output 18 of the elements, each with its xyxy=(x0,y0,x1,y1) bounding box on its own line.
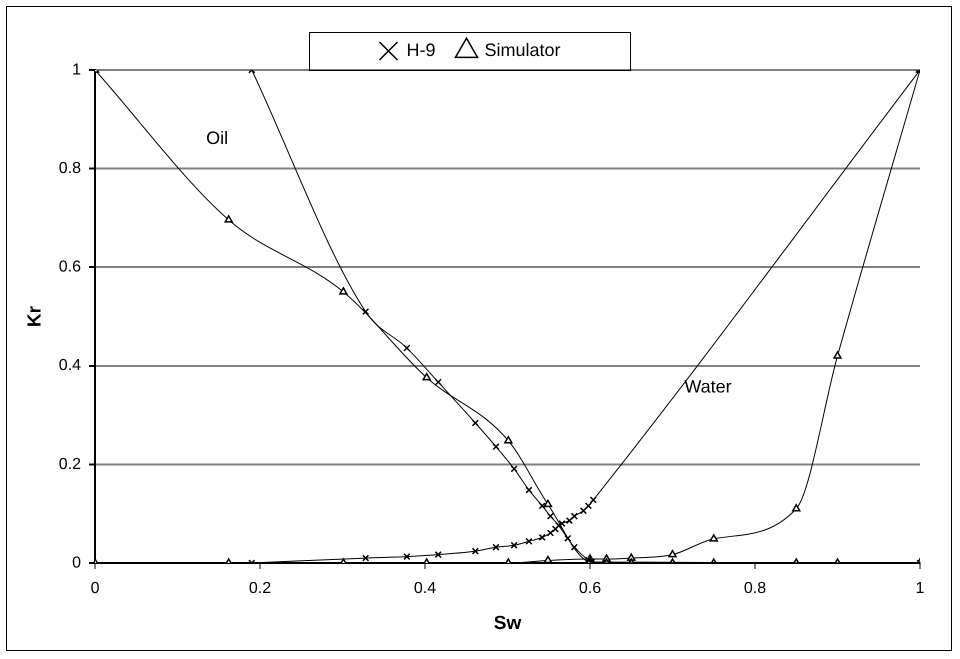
x-tick-label: 1 xyxy=(916,580,925,598)
y-axis-title: Kr xyxy=(24,305,46,328)
y-tick-label: 0.6 xyxy=(58,258,82,276)
legend-label: Simulator xyxy=(484,40,561,60)
x-tick-label: 0 xyxy=(90,580,100,598)
x-tick-label: 0.6 xyxy=(578,580,602,598)
y-tick-label: 0.8 xyxy=(58,160,82,178)
x-tick-label: 0.2 xyxy=(248,580,272,598)
annotation: Oil xyxy=(206,128,228,148)
annotation: Water xyxy=(684,376,732,396)
x-tick-label: 0.4 xyxy=(414,580,436,598)
y-tick-label: 0.2 xyxy=(58,456,82,473)
y-tick-label: 0 xyxy=(72,554,82,572)
legend-label: H-9 xyxy=(406,40,436,60)
y-tick-label: 1 xyxy=(72,61,82,78)
y-tick-label: 0.4 xyxy=(58,357,82,374)
x-axis-title: Sw xyxy=(494,612,522,634)
x-tick-label: 0.8 xyxy=(744,580,766,598)
